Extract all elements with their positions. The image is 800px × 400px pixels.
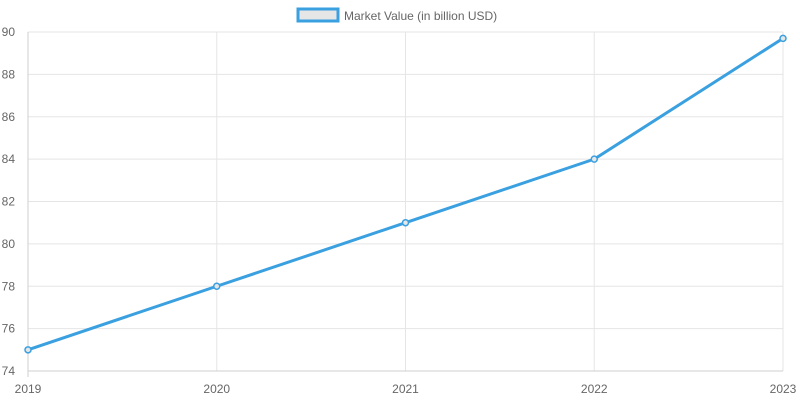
x-tick-label: 2020: [203, 382, 230, 396]
data-point[interactable]: [24, 346, 32, 354]
chart-legend[interactable]: Market Value (in billion USD): [296, 7, 497, 23]
y-tick-label: 88: [2, 67, 16, 81]
y-tick-label: 76: [2, 322, 16, 336]
y-tick-label: 90: [2, 25, 16, 39]
legend-label[interactable]: Market Value (in billion USD): [344, 9, 497, 23]
chart-axes: [27, 32, 783, 377]
data-point[interactable]: [213, 282, 221, 290]
y-tick-label: 84: [2, 152, 16, 166]
chart-tick-labels: 74 76 78 80 82 84 86 88 90 2019 2020 2021 2022 2023: [2, 25, 797, 396]
x-tick-label: 2023: [770, 382, 797, 396]
y-tick-label: 86: [2, 110, 16, 124]
y-tick-label: 82: [2, 195, 16, 209]
y-tick-label: 80: [2, 237, 16, 251]
y-tick-label: 78: [2, 279, 16, 293]
y-tick-label: 74: [2, 364, 16, 378]
x-tick-label: 2022: [581, 382, 608, 396]
x-tick-label: 2019: [15, 382, 42, 396]
data-point[interactable]: [779, 34, 787, 43]
data-point[interactable]: [401, 218, 410, 227]
legend-swatch[interactable]: [296, 7, 340, 23]
chart-grid: [27, 31, 784, 372]
data-point[interactable]: [590, 155, 598, 163]
x-tick-label: 2021: [392, 382, 419, 396]
chart-series: [24, 34, 787, 354]
